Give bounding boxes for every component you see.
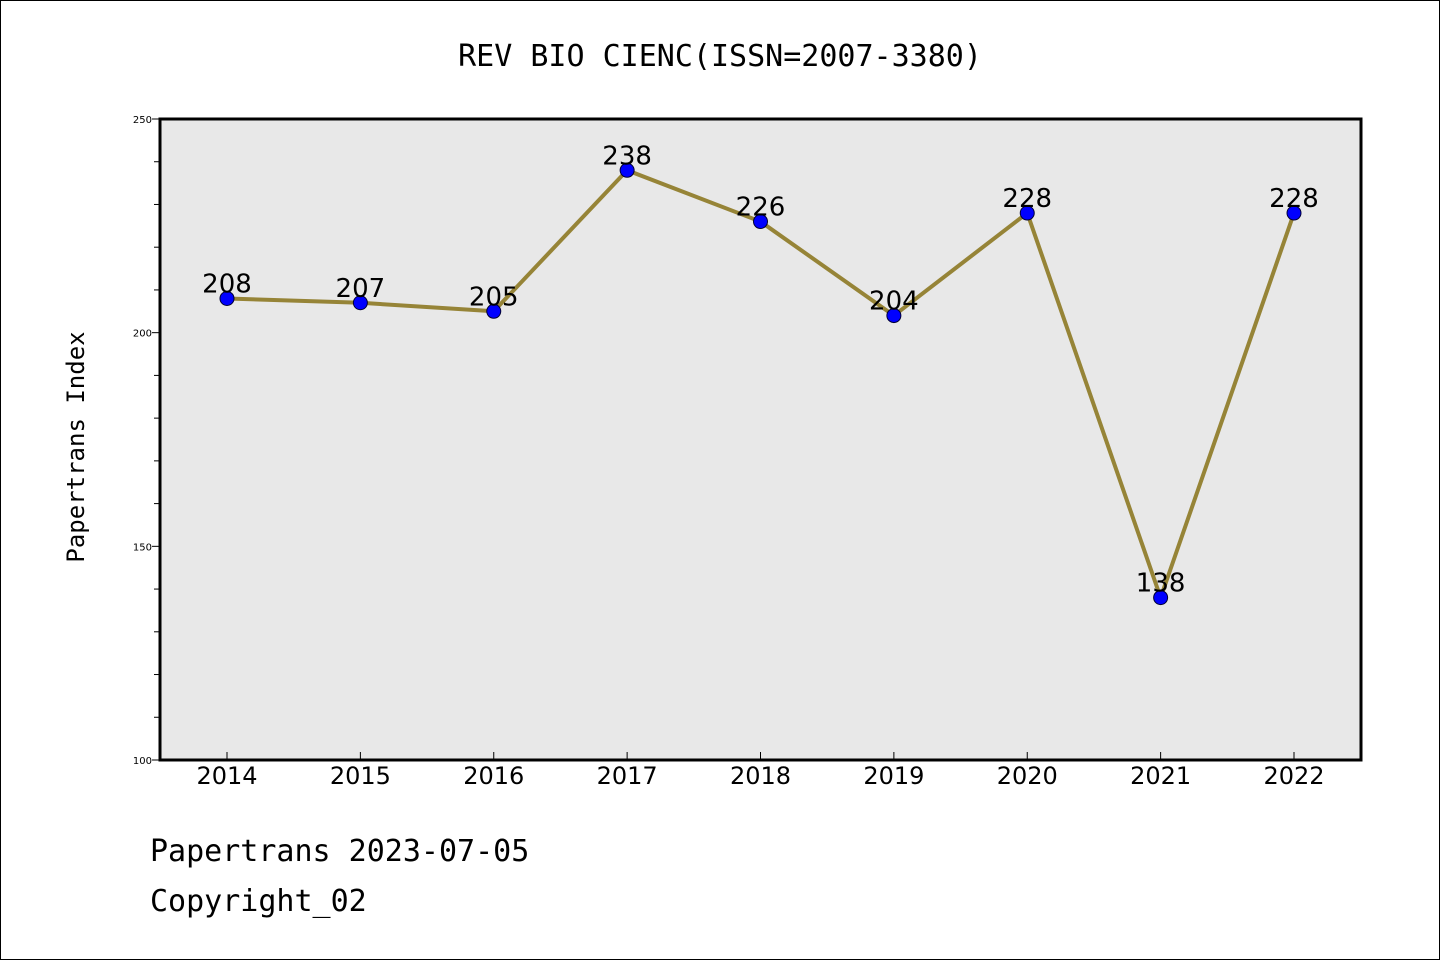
- data-label: 207: [336, 274, 386, 304]
- data-label: 205: [469, 282, 519, 312]
- x-tick-label: 2018: [730, 762, 791, 790]
- data-label: 238: [602, 141, 652, 171]
- data-point: [619, 162, 635, 178]
- x-tick-label: 2015: [330, 762, 391, 790]
- x-tick-label: 2022: [1263, 762, 1324, 790]
- y-tick-label: 100: [133, 756, 152, 767]
- data-point: [1286, 205, 1302, 221]
- data-point: [219, 290, 235, 306]
- x-tick-label: 2020: [997, 762, 1058, 790]
- data-point: [1019, 205, 1035, 221]
- x-axis: 2014 2015 2016 2017 2018 2019 2020 2021 2022: [196, 752, 1325, 790]
- x-tick-label: 2021: [1130, 762, 1191, 790]
- data-label: 228: [1269, 184, 1319, 214]
- y-tick-label: 250: [133, 115, 152, 126]
- x-tick-label: 2019: [863, 762, 924, 790]
- data-point: [352, 295, 368, 311]
- data-label: 208: [202, 269, 252, 299]
- y-axis-label: Papertrans Index: [62, 331, 90, 562]
- y-tick-label: 150: [133, 542, 152, 553]
- data-label: 228: [1002, 184, 1052, 214]
- x-tick-label: 2017: [597, 762, 658, 790]
- data-label: 138: [1136, 569, 1186, 599]
- x-tick-label: 2014: [196, 762, 257, 790]
- plot-border: [158, 117, 1363, 762]
- data-point: [753, 214, 768, 230]
- x-tick-label: 2016: [463, 762, 524, 790]
- y-tick-label: 200: [133, 329, 152, 340]
- footer-date-line: Papertrans 2023-07-05: [150, 834, 530, 869]
- data-point: [886, 308, 902, 324]
- data-label: 204: [869, 287, 919, 317]
- data-point: [1153, 590, 1169, 606]
- footer-copyright-line: Copyright_02: [150, 884, 367, 919]
- data-labels: 208 207 205 238 226 204 228 138 228: [202, 141, 1319, 598]
- data-label: 226: [736, 193, 786, 223]
- y-axis: 100 150 200 250: [133, 115, 160, 767]
- data-point: [486, 303, 502, 319]
- data-points: [219, 162, 1302, 606]
- chart-title: REV BIO CIENC(ISSN=2007-3380): [458, 39, 982, 74]
